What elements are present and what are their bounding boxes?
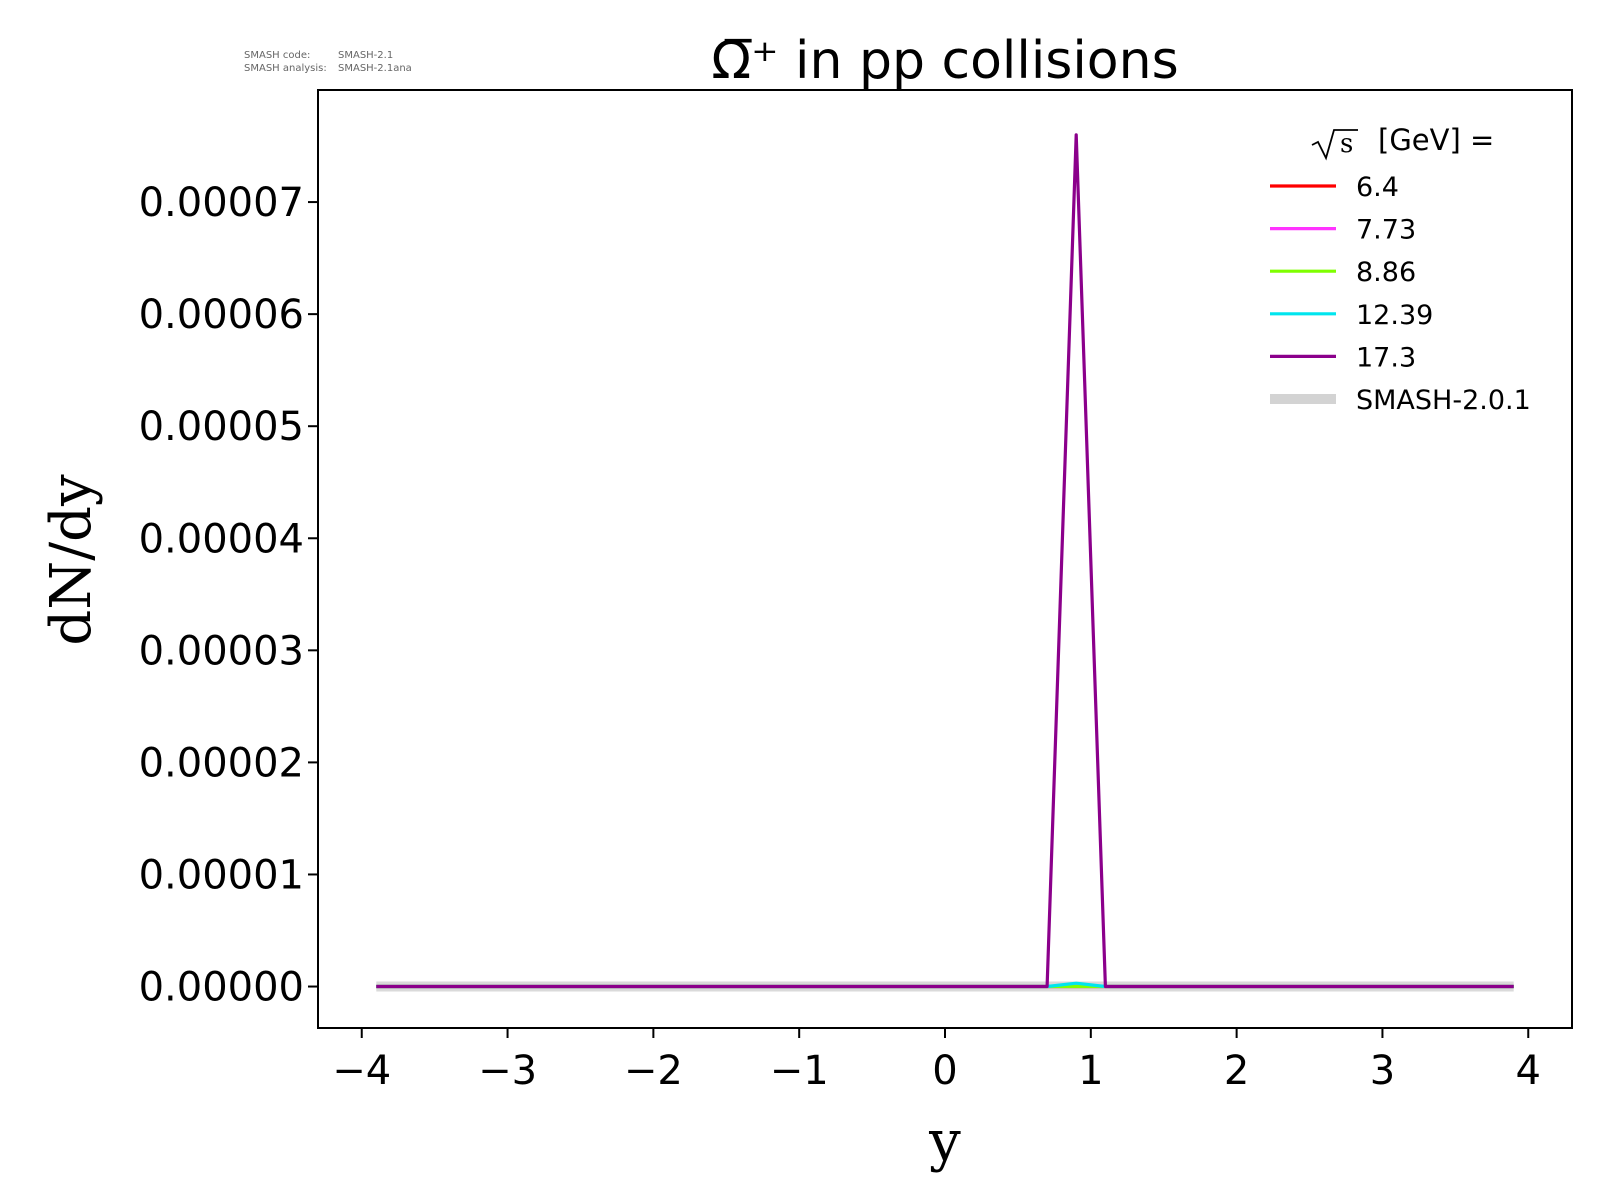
y-tick-label: 0.00000 [139, 965, 304, 1011]
x-tick-label: 1 [1078, 1048, 1103, 1094]
y-tick-label: 0.00003 [139, 628, 304, 674]
y-tick-label: 0.00004 [139, 516, 304, 562]
legend-entry-label: 17.3 [1356, 342, 1416, 373]
legend-entry-label: SMASH-2.0.1 [1356, 385, 1531, 416]
x-tick-label: −2 [624, 1048, 683, 1094]
x-axis-label: y [928, 1109, 961, 1174]
y-tick-label: 0.00005 [139, 404, 304, 450]
sqrt-symbol-icon [1311, 129, 1358, 161]
y-tick-label: 0.00007 [139, 180, 304, 226]
legend: s [GeV] = 6.4 7.73 8.86 12.39 17.3 SMASH-2.0.… [1270, 123, 1531, 416]
legend-title-unit: [GeV] = [1378, 123, 1494, 157]
analysis-label: SMASH analysis: [244, 63, 327, 74]
y-axis-label: dN/dy [39, 474, 104, 646]
x-tick-label: −1 [770, 1048, 829, 1094]
run-info: SMASH code: SMASH-2.1 SMASH analysis: SM… [244, 50, 412, 74]
x-tick-label: −3 [478, 1048, 537, 1094]
series-layer [376, 133, 1514, 992]
legend-entry-label: 6.4 [1356, 172, 1399, 203]
x-tick-label: −4 [332, 1048, 391, 1094]
legend-entries: 6.4 7.73 8.86 12.39 17.3 SMASH-2.0.1 [1270, 172, 1531, 416]
x-tick-label: 0 [932, 1048, 957, 1094]
analysis-value: SMASH-2.1ana [338, 63, 412, 74]
x-tick-label: 2 [1224, 1048, 1249, 1094]
y-axis: 0.00000 0.00001 0.00002 0.00003 0.00004 0.000… [139, 180, 318, 1011]
legend-entry-label: 7.73 [1356, 215, 1416, 246]
x-axis: −4 −3 −2 −1 0 1 2 3 4 [332, 1028, 1541, 1094]
y-tick-label: 0.00006 [139, 292, 304, 338]
legend-entry-label: 12.39 [1356, 300, 1433, 331]
code-value: SMASH-2.1 [338, 50, 393, 61]
series-line-17-3 [376, 133, 1514, 989]
chart-title: Ω̅⁺ in pp collisions [711, 31, 1178, 91]
legend-title-variable: s [1340, 129, 1353, 159]
x-tick-label: 3 [1370, 1048, 1395, 1094]
y-tick-label: 0.00002 [139, 740, 304, 786]
code-label: SMASH code: [244, 50, 310, 61]
x-tick-label: 4 [1516, 1048, 1541, 1094]
legend-entry-label: 8.86 [1356, 257, 1416, 288]
y-tick-label: 0.00001 [139, 852, 304, 898]
